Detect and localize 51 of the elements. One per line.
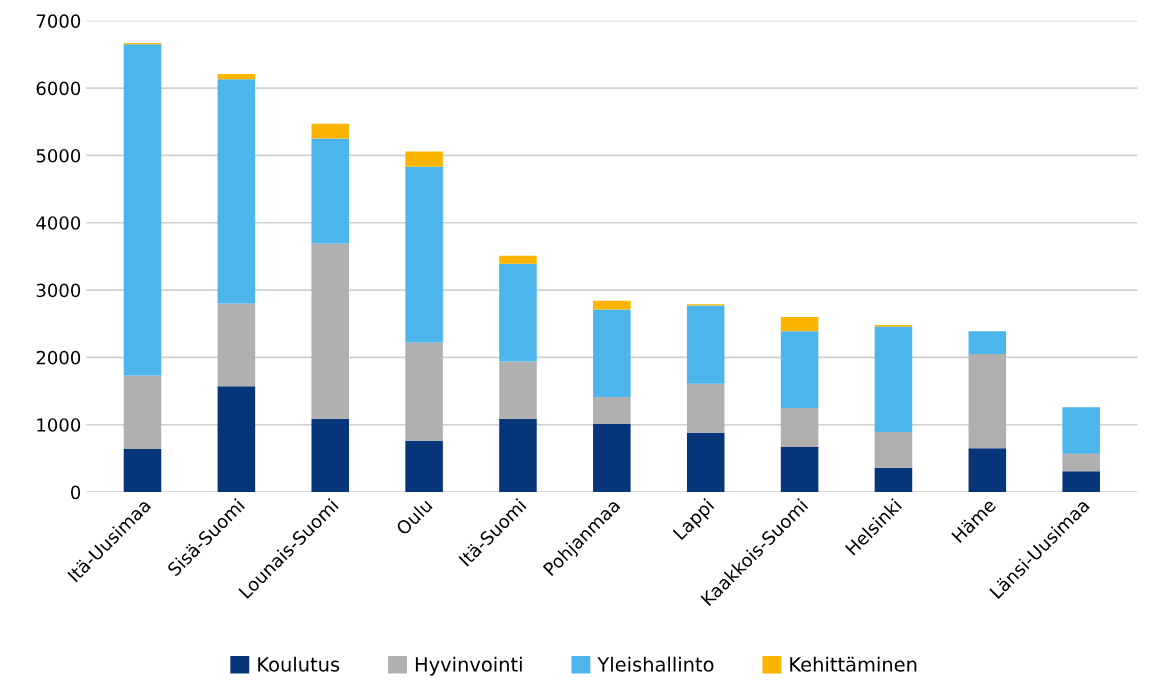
bar xyxy=(499,361,537,419)
bar xyxy=(405,342,443,441)
y-tick-label: 4000 xyxy=(36,216,81,230)
y-tick-label: 6000 xyxy=(36,81,81,96)
y-tick-label: 0 xyxy=(71,485,81,500)
bar xyxy=(311,243,350,419)
bar xyxy=(217,73,256,80)
bar xyxy=(123,44,162,376)
bar xyxy=(874,432,913,468)
bar xyxy=(405,440,443,493)
bar xyxy=(311,418,350,493)
bar xyxy=(217,79,256,304)
bar xyxy=(123,375,162,449)
y-tick-label: 3000 xyxy=(36,283,81,298)
bar xyxy=(405,151,443,167)
y-tick-label: 1000 xyxy=(37,418,81,432)
bar xyxy=(217,303,256,387)
bar xyxy=(217,386,256,493)
bar xyxy=(311,123,350,139)
y-tick-label: 2000 xyxy=(36,350,81,365)
bar xyxy=(874,467,913,493)
bar xyxy=(499,418,537,493)
y-tick-label: 7000 xyxy=(36,14,81,28)
y-tick-label: 5000 xyxy=(36,148,81,163)
bar xyxy=(593,424,631,493)
bar xyxy=(780,331,819,408)
bar xyxy=(499,255,537,264)
bar xyxy=(593,300,631,310)
bar xyxy=(968,354,1007,449)
bar xyxy=(1062,471,1100,493)
bar xyxy=(780,317,819,332)
bar xyxy=(780,407,819,447)
bar xyxy=(874,326,913,433)
bar xyxy=(686,432,725,493)
bar xyxy=(780,446,819,493)
legend-label: Hyvinvointi xyxy=(415,656,522,676)
bar xyxy=(686,305,725,384)
legend-label: Yleishallinto xyxy=(597,656,714,672)
bar xyxy=(499,263,537,362)
bar xyxy=(405,166,443,343)
bar xyxy=(593,397,631,425)
bar xyxy=(968,448,1007,493)
bar xyxy=(593,309,631,398)
bar xyxy=(968,331,1007,355)
bar xyxy=(1062,453,1100,472)
legend-label: Koulutus xyxy=(258,656,340,672)
legend-label: Kehittäminen xyxy=(790,656,917,672)
bar xyxy=(311,138,350,244)
bar xyxy=(1062,407,1100,454)
bar xyxy=(123,448,162,493)
bar xyxy=(686,383,725,433)
